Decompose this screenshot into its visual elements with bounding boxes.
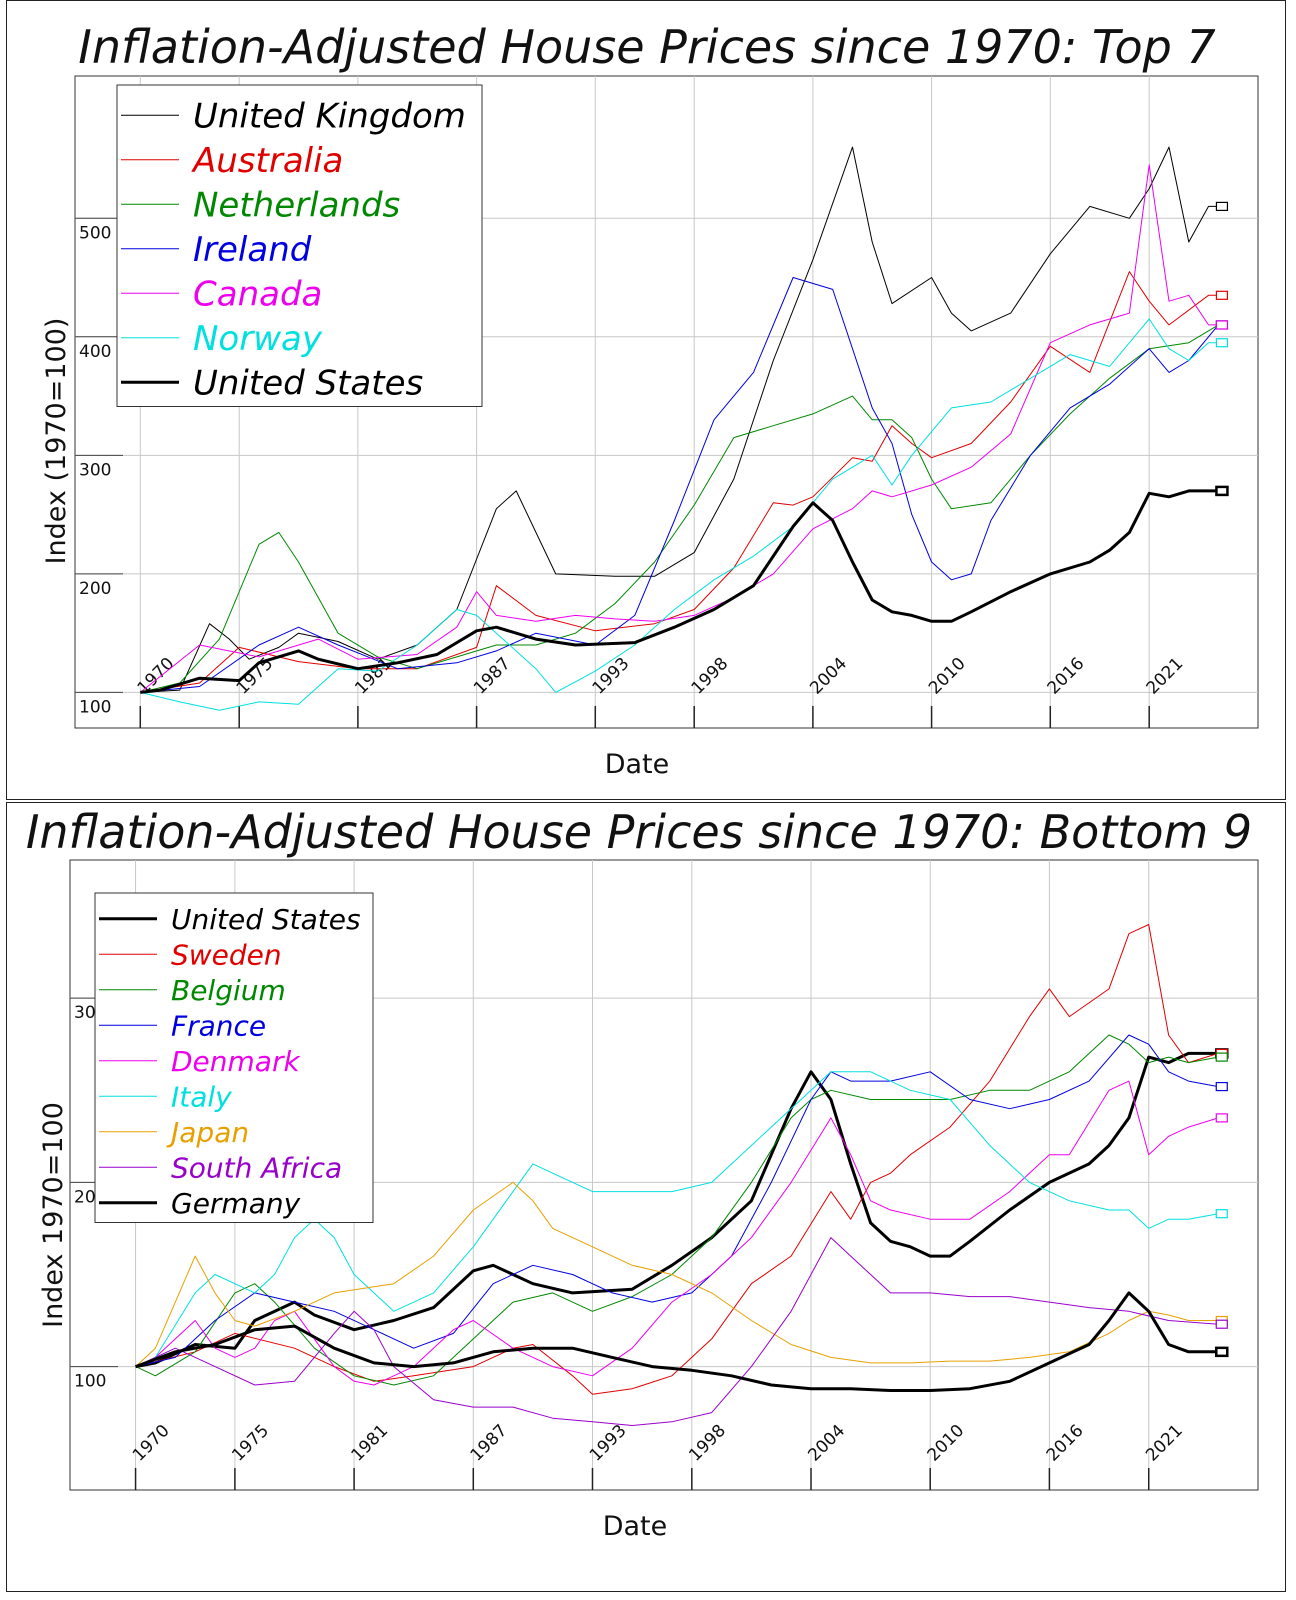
- bottom-legend-label: Belgium: [171, 974, 286, 1007]
- bottom-series-south-africa: [135, 1237, 1219, 1426]
- bottom-series-japan: [135, 1181, 1219, 1367]
- top-y-ticks: 100 200 300 400 500: [75, 217, 123, 717]
- bottom-legend-label: Italy: [171, 1080, 232, 1113]
- top-series-united-kingdom: [140, 146, 1219, 693]
- bottom-series-sweden: [135, 924, 1219, 1395]
- top-legend-label: United Kingdom: [193, 96, 466, 136]
- top-legend-label: Norway: [193, 319, 323, 359]
- top-chart: Inflation-Adjusted House Prices since 19…: [41, 20, 1259, 780]
- bottom-end-marker-germany: [1215, 1346, 1229, 1358]
- top-legend-box: [116, 84, 483, 407]
- top-chart-panel: Inflation-Adjusted House Prices since 19…: [6, 0, 1286, 800]
- top-legend-label: Canada: [193, 274, 322, 314]
- top-y-tick-label: 500: [79, 223, 111, 243]
- top-series-canada: [139, 164, 1219, 693]
- bottom-series-germany: [135, 1291, 1219, 1392]
- bottom-legend-label: France: [171, 1009, 266, 1042]
- top-end-marker-australia: [1215, 290, 1229, 300]
- bottom-legend-label: Denmark: [171, 1045, 301, 1078]
- bottom-legend-label: Japan: [166, 1116, 249, 1149]
- bottom-series-denmark: [135, 1080, 1219, 1386]
- top-series-norway: [140, 318, 1219, 711]
- bottom-end-marker-france: [1215, 1081, 1228, 1092]
- top-series-netherlands: [140, 324, 1219, 693]
- top-end-marker-united-states: [1215, 485, 1229, 497]
- top-y-axis-title: Index (1970=100): [41, 318, 72, 565]
- top-end-marker-united-kingdom: [1215, 201, 1229, 211]
- top-y-tick-label: 200: [79, 579, 111, 599]
- top-series-united-states: [140, 489, 1219, 694]
- bottom-legend-label: Sweden: [171, 938, 282, 971]
- bottom-legend: United StatesSwedenBelgiumFranceDenmarkI…: [94, 892, 374, 1223]
- bottom-chart: Inflation-Adjusted House Prices since 19…: [26, 805, 1259, 1542]
- top-y-tick-label: 300: [79, 460, 111, 480]
- top-chart-title: Inflation-Adjusted House Prices since 19…: [78, 20, 1215, 74]
- top-y-tick-label: 400: [79, 342, 111, 362]
- top-series-ireland: [140, 277, 1219, 693]
- top-end-marker-norway: [1215, 338, 1229, 348]
- bottom-chart-title: Inflation-Adjusted House Prices since 19…: [26, 805, 1252, 859]
- top-legend-label: United States: [193, 363, 423, 403]
- bottom-y-axis-title: Index 1970=100: [38, 1102, 69, 1328]
- bottom-series-united-states: [135, 1051, 1219, 1369]
- bottom-series-italy: [135, 1071, 1219, 1368]
- top-legend-label: Ireland: [193, 230, 312, 270]
- bottom-end-marker-south-africa: [1215, 1319, 1228, 1329]
- bottom-series-group: [135, 924, 1229, 1426]
- top-legend-label: Netherlands: [193, 185, 400, 225]
- top-end-marker-canada: [1215, 320, 1229, 330]
- bottom-y-tick-label: 100: [74, 1372, 106, 1392]
- bottom-end-marker-italy: [1215, 1209, 1228, 1219]
- bottom-x-axis-title: Date: [603, 1511, 668, 1542]
- bottom-legend-label: United States: [171, 903, 361, 936]
- top-legend-label: Australia: [191, 141, 343, 181]
- bottom-end-marker-belgium: [1215, 1052, 1228, 1062]
- bottom-end-marker-denmark: [1215, 1113, 1228, 1123]
- top-series-australia: [140, 271, 1219, 693]
- top-y-tick-label: 100: [79, 697, 111, 717]
- bottom-legend-label: Germany: [171, 1187, 301, 1220]
- bottom-chart-panel: Inflation-Adjusted House Prices since 19…: [6, 802, 1286, 1592]
- top-x-axis-title: Date: [605, 749, 670, 780]
- bottom-legend-label: South Africa: [171, 1151, 342, 1184]
- top-series-group: [139, 146, 1229, 711]
- bottom-series-belgium: [135, 1034, 1219, 1386]
